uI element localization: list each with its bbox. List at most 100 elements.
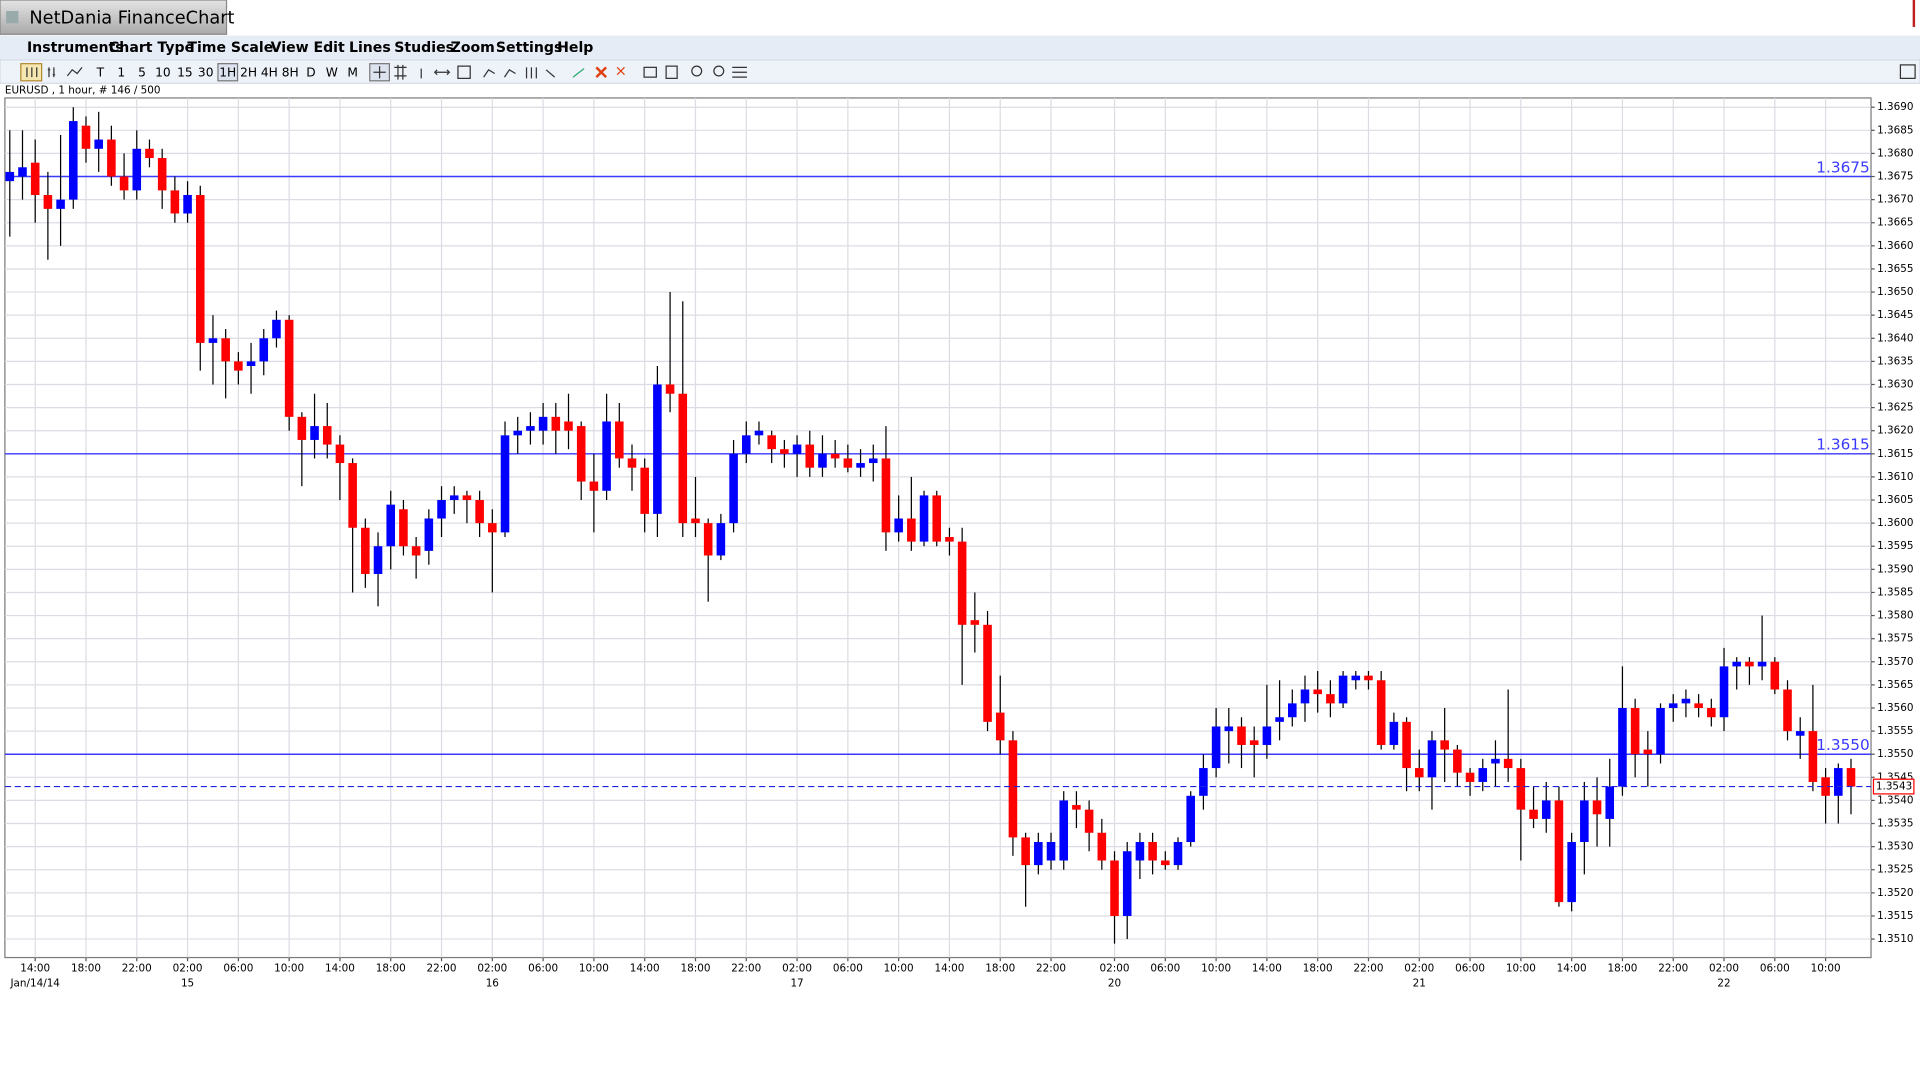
menu-item[interactable]: View: [271, 40, 309, 56]
candle-body: [437, 500, 446, 519]
tool-button-pressed[interactable]: [217, 63, 239, 82]
candle-body: [81, 125, 91, 149]
tool-icon[interactable]: [66, 66, 83, 77]
time-scale-button[interactable]: 30: [198, 65, 214, 79]
menu-item[interactable]: Settings: [496, 40, 562, 56]
toolbar-items: T 1 5 10 15 30 1H 2H 4H 8H D W M: [96, 65, 358, 79]
candle-body: [805, 444, 815, 468]
candle-body: [1605, 786, 1615, 819]
candle-body: [1402, 721, 1411, 769]
candle-body: [449, 495, 459, 501]
x-tick-label: 18:00: [681, 963, 711, 975]
candle-body: [246, 361, 256, 367]
candle-body: [1745, 661, 1754, 667]
time-scale-button[interactable]: 1: [117, 65, 125, 79]
candle-body: [932, 495, 942, 542]
tool-icon[interactable]: [420, 68, 451, 79]
candle-body: [170, 190, 180, 214]
candle-body: [1681, 698, 1691, 704]
time-scale-button[interactable]: 10: [155, 65, 171, 79]
tool-icon[interactable]: [665, 65, 678, 79]
y-tick-label: 1.3595: [1877, 540, 1913, 552]
menu-item[interactable]: Lines: [349, 40, 391, 56]
candle-body: [1707, 707, 1716, 718]
time-scale-button[interactable]: W: [326, 65, 338, 79]
time-scale-button[interactable]: 15: [177, 65, 193, 79]
tool-icon[interactable]: [713, 65, 725, 77]
candle-body: [1351, 675, 1361, 681]
y-tick-label: 1.3565: [1877, 679, 1913, 691]
x-tick-label: 02:00: [173, 963, 203, 975]
candle-body: [1618, 707, 1627, 787]
tool-icon[interactable]: [1899, 64, 1916, 79]
time-scale-button[interactable]: 5: [138, 65, 146, 79]
time-scale-button[interactable]: 1H: [219, 65, 236, 79]
candle-body: [69, 121, 78, 200]
candle-body: [1567, 842, 1576, 903]
x-tick-label: 02:00: [477, 963, 507, 975]
candle-body: [1427, 740, 1437, 778]
time-scale-button[interactable]: T: [96, 65, 105, 79]
candle-body: [1808, 731, 1818, 782]
last-price-box: [1872, 778, 1915, 795]
time-scale-button[interactable]: 8H: [282, 65, 299, 79]
y-tick-label: 1.3675: [1877, 171, 1913, 183]
time-scale-button[interactable]: M: [347, 65, 358, 79]
tool-icon[interactable]: [616, 66, 625, 76]
menu-item[interactable]: Instruments: [27, 40, 124, 56]
candle-body: [348, 463, 357, 528]
x-tick-label: 22:00: [731, 963, 761, 975]
tool-icon[interactable]: [691, 65, 703, 77]
candle-body: [208, 338, 218, 343]
tool-icon[interactable]: [483, 67, 556, 79]
y-tick-label: 1.3520: [1877, 887, 1913, 899]
time-scale-button[interactable]: 2H: [240, 65, 257, 79]
tool-icon[interactable]: [457, 65, 471, 79]
candle-body: [1630, 707, 1640, 755]
tool-icon[interactable]: [732, 66, 747, 78]
x-date-label: 17: [790, 977, 803, 989]
candle-body: [995, 712, 1005, 741]
y-tick-label: 1.3540: [1877, 794, 1913, 806]
tool-icon[interactable]: [595, 66, 607, 79]
y-tick-label: 1.3625: [1877, 402, 1913, 414]
x-tick-label: 18:00: [71, 963, 101, 975]
tool-icon[interactable]: [47, 67, 56, 78]
candle-body: [780, 449, 789, 454]
x-tick-label: 14:00: [20, 963, 50, 975]
candle-body: [741, 435, 751, 454]
candle-body: [1846, 768, 1856, 787]
level-label: 1.3675: [1816, 158, 1870, 176]
y-tick-label: 1.3660: [1877, 240, 1913, 252]
candle-body: [576, 426, 586, 482]
time-scale-button[interactable]: 4H: [261, 65, 278, 79]
candle-body: [729, 453, 738, 524]
x-tick-label: 06:00: [223, 963, 253, 975]
menu-item[interactable]: Edit: [313, 40, 345, 56]
y-tick-label: 1.3585: [1877, 586, 1913, 598]
candle-body: [945, 536, 954, 542]
menu-item[interactable]: Time Scale: [187, 40, 273, 56]
menu-item[interactable]: Help: [557, 40, 593, 56]
y-tick-label: 1.3615: [1877, 448, 1913, 460]
tool-icon[interactable]: [26, 67, 38, 78]
chart: 1.3690 1.3685 1.3680 1.3675 1.3670 1.3665 1.36…: [4, 97, 1915, 989]
menu-item[interactable]: Studies: [394, 40, 454, 56]
menu-item[interactable]: Zoom: [451, 40, 495, 56]
time-scale-button[interactable]: D: [306, 65, 315, 79]
candle-body: [1795, 731, 1805, 736]
candle-body: [640, 467, 649, 514]
y-tick-label: 1.3655: [1877, 263, 1913, 275]
x-tick-label: 14:00: [1557, 963, 1587, 975]
tool-icon[interactable]: [643, 66, 657, 78]
candle-body: [322, 426, 332, 445]
candle-body: [1046, 842, 1056, 861]
tool-icon[interactable]: [572, 68, 585, 78]
tool-icon[interactable]: [373, 64, 407, 80]
x-tick-label: 10:00: [1201, 963, 1231, 975]
menu-item[interactable]: Chart Type: [109, 40, 194, 56]
y-axis: 1.3690 1.3685 1.3680 1.3675 1.3670 1.3665 1.36…: [1871, 101, 1914, 945]
candle-body: [1503, 758, 1513, 769]
candle-body: [373, 546, 383, 574]
candle-body: [1694, 703, 1703, 708]
